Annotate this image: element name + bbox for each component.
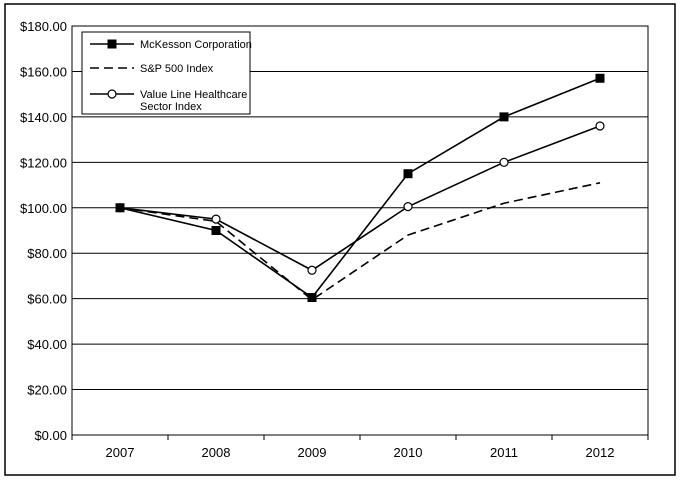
y-tick-label: $160.00 <box>20 64 67 79</box>
legend: McKesson Corporation S&P 500 Index Value L… <box>81 31 252 115</box>
data-point <box>307 293 317 303</box>
legend-label: Sector Index <box>140 101 202 113</box>
data-point <box>211 214 221 224</box>
x-tick-label: 2011 <box>490 445 518 460</box>
data-point <box>499 112 509 122</box>
x-tick-label: 2008 <box>202 445 231 460</box>
y-tick-label: $140.00 <box>20 110 67 125</box>
legend-label: Value Line Healthcare <box>140 89 247 101</box>
series-line <box>119 77 601 299</box>
y-tick-label: $120.00 <box>20 155 67 170</box>
series-line <box>119 125 601 272</box>
legend-item-0: McKesson Corporation <box>90 39 252 51</box>
legend-swatch-marker <box>107 39 117 49</box>
grid-lines <box>72 70 648 391</box>
x-tick-label: 2012 <box>586 445 615 460</box>
series-1 <box>119 182 601 301</box>
data-point <box>115 203 125 213</box>
x-tick-label: 2007 <box>106 445 135 460</box>
y-tick-label: $0.00 <box>34 428 67 443</box>
y-tick-label: $40.00 <box>27 337 67 352</box>
series-line <box>119 182 601 301</box>
y-tick-label: $80.00 <box>27 246 67 261</box>
data-series <box>115 73 605 303</box>
x-tick-label: 2010 <box>394 445 423 460</box>
axes: $0.00 $20.00 $40.00 $60.00 $80.00 $100.00 $120… <box>20 19 649 460</box>
legend-item-1: S&P 500 Index <box>90 63 214 75</box>
data-point <box>595 73 605 83</box>
legend-label: McKesson Corporation <box>140 39 252 51</box>
legend-swatch-marker <box>107 89 117 99</box>
legend-label: S&P 500 Index <box>140 63 214 75</box>
data-point <box>403 202 413 212</box>
y-tick-label: $60.00 <box>27 292 67 307</box>
x-tick-label: 2009 <box>298 445 327 460</box>
series-0 <box>115 73 605 303</box>
data-point <box>403 169 413 179</box>
y-tick-label: $100.00 <box>20 201 67 216</box>
y-tick-label: $180.00 <box>20 19 67 34</box>
data-point <box>499 157 509 167</box>
data-point <box>595 121 605 131</box>
data-point <box>307 265 317 275</box>
data-point <box>211 226 221 235</box>
y-tick-label: $20.00 <box>27 383 67 398</box>
